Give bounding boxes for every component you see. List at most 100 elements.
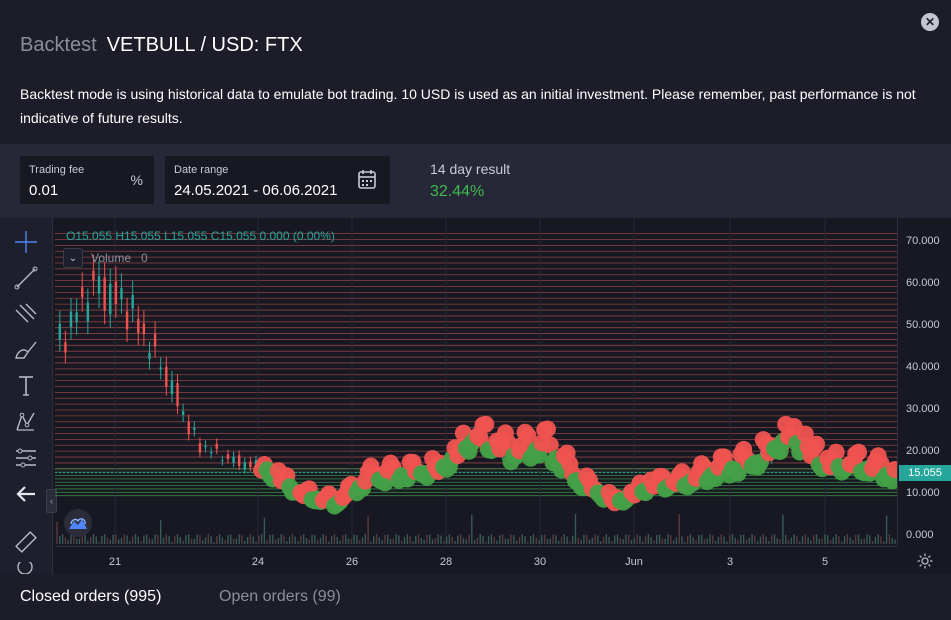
volume-bar bbox=[221, 537, 224, 544]
candle-body bbox=[142, 323, 146, 335]
volume-bar bbox=[479, 534, 481, 544]
sell-order-marker bbox=[886, 461, 897, 479]
time-axis[interactable]: 21 24 26 28 30 Jun 3 5 bbox=[55, 546, 897, 575]
price-chart[interactable]: ‹ O15.055 H15.055 L15.055 C15.055 0.000 … bbox=[0, 218, 951, 574]
volume-bar bbox=[630, 539, 633, 544]
text-icon[interactable] bbox=[12, 372, 40, 400]
result-label: 14 day result bbox=[430, 161, 511, 177]
volume-bar bbox=[185, 535, 187, 544]
volume-bar bbox=[549, 538, 551, 544]
volume-bar bbox=[294, 536, 296, 544]
volume-bar bbox=[336, 537, 338, 544]
trend-line-icon[interactable] bbox=[12, 264, 40, 292]
volume-bar bbox=[358, 540, 361, 544]
volume-bar bbox=[487, 536, 490, 544]
ruler-icon[interactable] bbox=[12, 528, 40, 556]
time-tick-label: 3 bbox=[726, 556, 734, 568]
toolbar-collapse-handle[interactable]: ‹ bbox=[46, 489, 57, 513]
measure-icon[interactable] bbox=[12, 444, 40, 472]
volume-bar bbox=[756, 541, 759, 544]
volume-bar bbox=[829, 540, 832, 544]
zoom-icon[interactable] bbox=[12, 562, 40, 574]
volume-bar bbox=[445, 536, 448, 544]
brush-icon[interactable] bbox=[12, 336, 40, 364]
volume-bar bbox=[591, 538, 594, 544]
volume-bar bbox=[70, 534, 72, 544]
volume-bar bbox=[818, 538, 821, 544]
volume-bar bbox=[712, 535, 714, 544]
volume-bar bbox=[541, 534, 543, 544]
volume-value: 0 bbox=[141, 251, 148, 265]
volume-bar bbox=[546, 539, 549, 544]
volume-bar bbox=[563, 534, 565, 544]
volume-bar bbox=[429, 534, 431, 544]
trading-fee-value[interactable]: 0.01 bbox=[29, 182, 59, 199]
date-range-value[interactable]: 24.05.2021 - 06.06.2021 bbox=[174, 182, 338, 199]
fib-icon[interactable] bbox=[12, 300, 40, 328]
candle-body bbox=[86, 302, 90, 322]
date-range-field[interactable]: Date range 24.05.2021 - 06.06.2021 bbox=[165, 156, 390, 204]
buy-order-marker bbox=[729, 464, 747, 482]
volume-bar bbox=[409, 536, 411, 544]
volume-bar bbox=[527, 541, 529, 544]
crosshair-icon[interactable] bbox=[12, 228, 40, 256]
volume-bar bbox=[95, 536, 97, 544]
pattern-icon[interactable] bbox=[12, 408, 40, 436]
volume-bar bbox=[597, 535, 599, 544]
volume-bar bbox=[751, 534, 753, 544]
volume-bar bbox=[288, 536, 291, 544]
tab-open-orders[interactable]: Open orders (99) bbox=[219, 588, 341, 605]
volume-bar bbox=[171, 541, 173, 544]
volume-bar bbox=[339, 540, 341, 544]
back-arrow-icon[interactable] bbox=[12, 480, 40, 508]
volume-bar bbox=[686, 535, 689, 544]
volume-bar bbox=[174, 536, 176, 544]
volume-bar bbox=[406, 534, 409, 544]
calendar-icon[interactable] bbox=[358, 169, 376, 189]
chevron-down-icon[interactable]: ⌄ bbox=[63, 248, 83, 268]
volume-bar bbox=[277, 538, 280, 544]
volume-bar bbox=[204, 537, 207, 544]
volume-bar bbox=[84, 535, 86, 544]
volume-bar bbox=[737, 539, 739, 544]
candle-body bbox=[237, 455, 241, 466]
volume-bar bbox=[773, 534, 776, 544]
volume-bar bbox=[67, 540, 69, 544]
close-icon[interactable]: ✕ bbox=[921, 13, 939, 31]
candle-body bbox=[198, 443, 202, 453]
candle-body bbox=[165, 366, 168, 387]
price-axis[interactable]: 70.000 60.000 50.000 40.000 30.000 20.000 10.0… bbox=[897, 218, 951, 546]
chart-plot-area[interactable] bbox=[55, 218, 897, 546]
volume-bar bbox=[302, 534, 305, 544]
candle-body bbox=[153, 333, 157, 347]
volume-bar bbox=[507, 538, 509, 544]
volume-bar bbox=[726, 541, 728, 544]
volume-bar bbox=[316, 539, 319, 544]
volume-bar bbox=[258, 535, 260, 544]
volume-bar bbox=[566, 536, 568, 544]
volume-bar bbox=[353, 534, 355, 544]
volume-bar bbox=[123, 534, 125, 544]
volume-bar bbox=[644, 536, 647, 544]
trading-fee-field[interactable]: Trading fee 0.01 % bbox=[20, 156, 154, 204]
volume-bar bbox=[246, 536, 249, 544]
candle-body bbox=[69, 311, 73, 328]
sell-order-marker bbox=[538, 420, 556, 438]
volume-bar bbox=[855, 534, 857, 544]
candle-body bbox=[226, 454, 230, 460]
volume-bar bbox=[73, 534, 75, 544]
tab-closed-orders[interactable]: Closed orders (995) bbox=[20, 588, 162, 605]
volume-bar bbox=[642, 541, 644, 544]
volume-bar bbox=[543, 534, 546, 544]
volume-bar bbox=[213, 541, 215, 544]
volume-bar bbox=[801, 536, 804, 544]
volume-bar bbox=[681, 536, 683, 544]
volume-bar bbox=[807, 537, 809, 544]
gear-icon[interactable] bbox=[917, 553, 933, 569]
volume-bar bbox=[518, 537, 521, 544]
volume-bar bbox=[403, 536, 406, 544]
candle-body bbox=[243, 462, 246, 470]
volume-bar bbox=[866, 534, 868, 544]
volume-bar bbox=[762, 534, 764, 544]
volume-bar bbox=[426, 534, 428, 544]
